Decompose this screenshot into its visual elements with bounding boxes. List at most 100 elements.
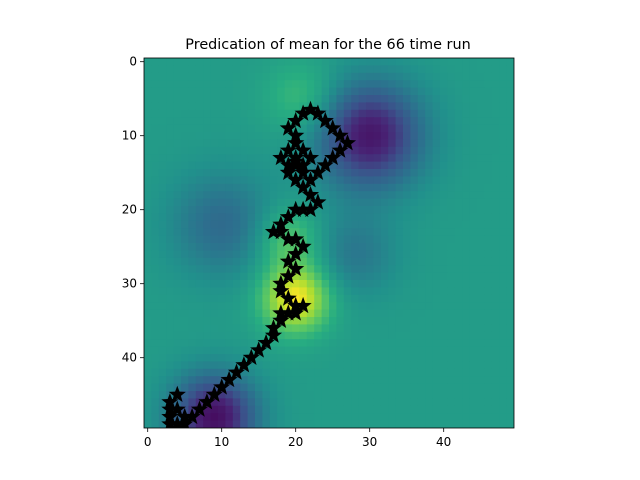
heatmap-cell <box>469 117 478 126</box>
trajectory-star <box>161 393 179 410</box>
heatmap-cell <box>336 220 345 229</box>
heatmap-cell <box>181 65 189 74</box>
heatmap-cell <box>314 324 323 333</box>
heatmap-cell <box>425 198 434 207</box>
heatmap-cell <box>403 309 411 318</box>
heatmap-cell <box>373 65 382 74</box>
heatmap-cell <box>366 213 374 222</box>
heatmap-cell <box>277 346 286 355</box>
heatmap-cell <box>218 257 226 266</box>
heatmap-cell <box>425 391 434 399</box>
heatmap-cell <box>506 58 514 66</box>
heatmap-cell <box>329 65 337 74</box>
heatmap-cell <box>232 405 241 414</box>
heatmap-cell <box>232 294 241 303</box>
heatmap-cell <box>210 257 219 266</box>
heatmap-cell <box>166 154 175 163</box>
trajectory-star <box>220 370 238 388</box>
heatmap-cell <box>380 72 389 81</box>
heatmap-cell <box>395 420 404 428</box>
heatmap-cell <box>255 243 263 251</box>
heatmap-cell <box>329 391 337 399</box>
heatmap-cell <box>425 109 434 118</box>
heatmap-cell <box>343 154 352 163</box>
heatmap-cell <box>166 65 175 74</box>
heatmap-cell <box>343 413 352 422</box>
trajectory-star <box>287 245 305 262</box>
heatmap-cell <box>151 183 160 192</box>
heatmap-cell <box>151 146 160 155</box>
heatmap-cell <box>417 339 426 348</box>
heatmap-cell <box>506 198 514 207</box>
heatmap-cell <box>210 228 219 237</box>
heatmap-cell <box>358 58 367 66</box>
heatmap-cell <box>321 272 330 281</box>
heatmap-cell <box>321 376 330 385</box>
heatmap-cell <box>410 339 419 348</box>
heatmap-cell <box>269 183 278 192</box>
heatmap-cell <box>306 368 315 377</box>
heatmap-cell <box>484 420 493 428</box>
heatmap-cell <box>277 176 286 185</box>
heatmap-cell <box>269 294 278 303</box>
heatmap-cell <box>181 294 189 303</box>
heatmap-cell <box>158 65 167 74</box>
heatmap-cell <box>247 280 256 288</box>
heatmap-cell <box>144 191 152 200</box>
heatmap-cell <box>410 376 419 385</box>
heatmap-cell <box>299 58 308 66</box>
heatmap-cell <box>484 294 493 303</box>
heatmap-cell <box>166 124 175 133</box>
heatmap-cell <box>417 228 426 237</box>
heatmap-cell <box>440 339 448 348</box>
heatmap-cell <box>484 169 493 177</box>
heatmap-cell <box>477 280 485 288</box>
heatmap-cell <box>432 280 441 288</box>
heatmap-cell <box>321 235 330 244</box>
heatmap-cell <box>358 124 367 133</box>
heatmap-cell <box>373 109 382 118</box>
heatmap-cell <box>247 65 256 74</box>
heatmap-cell <box>484 80 493 89</box>
heatmap-cell <box>484 272 493 281</box>
heatmap-cell <box>491 376 500 385</box>
heatmap-cell <box>255 176 263 185</box>
heatmap-cell <box>388 361 397 370</box>
heatmap-cell <box>225 339 234 348</box>
heatmap-cell <box>506 87 514 96</box>
heatmap-cell <box>336 72 345 81</box>
heatmap-cell <box>188 391 197 399</box>
heatmap-cell <box>380 420 389 428</box>
heatmap-cell <box>306 139 315 148</box>
heatmap-cell <box>240 398 249 407</box>
heatmap-cell <box>240 102 249 111</box>
heatmap-cell <box>499 398 508 407</box>
heatmap-cell <box>366 383 374 392</box>
heatmap-cell <box>343 191 352 200</box>
heatmap-cell <box>358 228 367 237</box>
heatmap-cell <box>484 176 493 185</box>
heatmap-cell <box>403 272 411 281</box>
heatmap-cell <box>440 183 448 192</box>
heatmap-cell <box>210 376 219 385</box>
heatmap-cell <box>447 220 456 229</box>
heatmap-cell <box>425 413 434 422</box>
heatmap-cell <box>255 169 263 177</box>
heatmap-cell <box>380 228 389 237</box>
heatmap-cell <box>366 146 374 155</box>
heatmap-cell <box>477 420 485 428</box>
heatmap-cell <box>203 272 212 281</box>
heatmap-cell <box>336 87 345 96</box>
heatmap-cell <box>173 302 182 311</box>
heatmap-cell <box>314 346 323 355</box>
heatmap-cell <box>410 280 419 288</box>
heatmap-cell <box>388 109 397 118</box>
heatmap-cell <box>232 206 241 214</box>
heatmap-cell <box>447 346 456 355</box>
heatmap-cell <box>491 317 500 325</box>
heatmap-cell <box>321 324 330 333</box>
heatmap-cell <box>232 220 241 229</box>
heatmap-cell <box>292 376 300 385</box>
heatmap-cell <box>181 376 189 385</box>
heatmap-cell <box>351 146 360 155</box>
